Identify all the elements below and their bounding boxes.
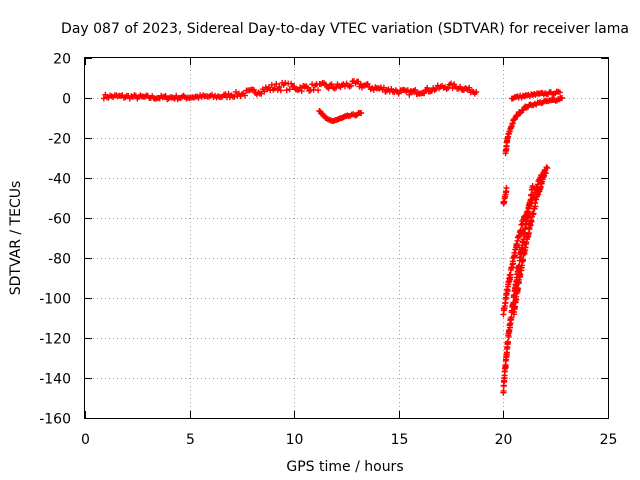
y-tick-label: -140 (39, 372, 71, 388)
data-point (473, 89, 480, 95)
x-tick-label: 25 (600, 432, 618, 448)
data-point (448, 80, 455, 87)
axis-ticks (85, 58, 609, 419)
data-point (520, 257, 527, 264)
x-tick-label: 5 (186, 432, 195, 448)
data-point (412, 87, 419, 93)
data-point (358, 110, 365, 116)
data-point (424, 84, 431, 91)
data-point (380, 84, 387, 91)
data-points (100, 78, 565, 396)
y-axis-label: SDTVAR / TECUs (8, 181, 24, 296)
data-point (273, 81, 280, 87)
data-point (241, 92, 248, 99)
plot-frame (84, 57, 609, 419)
x-tick-label: 15 (391, 432, 409, 448)
series-upper-flat (508, 88, 563, 102)
series-steep-streak-2 (500, 164, 551, 318)
chart-title: Day 087 of 2023, Sidereal Day-to-day VTE… (61, 21, 629, 37)
y-tick-label: -120 (39, 332, 71, 348)
data-point (364, 80, 371, 87)
x-tick-label: 10 (286, 432, 304, 448)
data-point (559, 95, 565, 101)
data-point (404, 87, 411, 94)
x-tick-label: 0 (81, 432, 90, 448)
y-tick-label: -100 (39, 292, 71, 308)
data-point (348, 82, 354, 89)
data-point (518, 228, 525, 235)
y-tick-label: 0 (62, 92, 71, 108)
data-point (283, 87, 290, 94)
data-point (406, 91, 413, 98)
data-point (532, 203, 539, 210)
y-tick-label: -160 (39, 412, 71, 428)
data-point (503, 185, 510, 191)
data-point (298, 88, 305, 95)
data-point (466, 84, 473, 91)
data-point (276, 83, 283, 90)
data-point (529, 183, 536, 189)
data-point (542, 167, 549, 173)
data-point (268, 81, 275, 88)
y-tick-label: -20 (48, 132, 71, 148)
data-point (421, 90, 428, 97)
y-tick-label: -80 (48, 252, 71, 268)
data-point (513, 296, 520, 303)
x-axis-label: GPS time / hours (286, 459, 403, 475)
grid-lines (85, 58, 608, 418)
series-dip-arc (316, 108, 365, 124)
data-point (395, 90, 402, 97)
series-recovery-curve (502, 95, 565, 157)
data-point (556, 89, 563, 96)
y-tick-label: -40 (48, 172, 71, 188)
data-point (315, 87, 322, 94)
data-point (502, 363, 509, 370)
y-tick-label: 20 (53, 52, 71, 68)
data-point (325, 85, 332, 92)
data-point (515, 285, 522, 292)
series-main-band (100, 78, 480, 103)
data-point (514, 243, 521, 250)
data-point (277, 87, 284, 94)
data-point (512, 252, 518, 259)
data-point (100, 95, 107, 102)
y-tick-label: -60 (48, 212, 71, 228)
x-tick-label: 20 (495, 432, 513, 448)
data-point (231, 93, 238, 100)
data-point (510, 260, 517, 267)
data-point (328, 81, 335, 88)
series-steep-streak-3 (510, 166, 549, 318)
series-early-drop (500, 185, 510, 207)
tick-labels: 0 5 10 15 20 25 -160 -140 -120 -100 -80 -60 -40 -20 0 2… (39, 52, 617, 449)
